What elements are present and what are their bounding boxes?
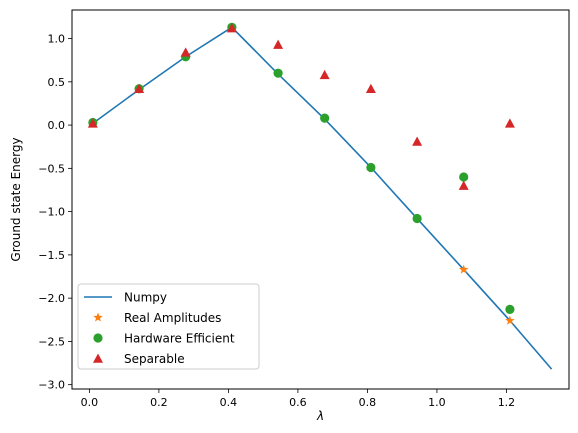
legend-label-hardware-efficient: Hardware Efficient [124, 332, 235, 346]
legend-label-real-amplitudes: Real Amplitudes [124, 311, 221, 325]
separable-point [458, 180, 469, 190]
y-tick-label: −2.0 [38, 292, 65, 305]
legend-label-numpy: Numpy [124, 291, 167, 305]
separable-point [412, 136, 423, 146]
y-tick-label: 0.5 [48, 76, 66, 89]
separable-point [273, 39, 284, 49]
y-tick-label: −1.0 [38, 206, 65, 219]
legend-swatch-separable [93, 353, 103, 363]
hardware-efficient-point [366, 162, 376, 173]
y-axis: 1.0 0.5 0.0 −0.5 −1.0 −1.5 −2.0 −2.5 −3.0 [38, 33, 72, 392]
separable-point [134, 83, 145, 93]
y-tick-label: −1.5 [38, 249, 65, 262]
legend-box [77, 283, 260, 370]
x-tick-label: 1.2 [498, 396, 516, 409]
y-tick-label: −3.0 [38, 379, 65, 392]
legend-label-separable: Separable [124, 352, 185, 366]
separable-point [87, 118, 98, 128]
hardware-efficient-point [273, 68, 283, 78]
y-tick-label: −0.5 [38, 162, 65, 175]
legend-swatch-real-amplitudes [93, 312, 103, 322]
x-tick-label: 1.0 [428, 396, 446, 409]
y-axis-label: Ground state Energy [9, 137, 23, 261]
axes-border [71, 9, 570, 390]
series-layer [87, 22, 553, 370]
real-amplitudes-point [505, 315, 515, 325]
x-axis: 0.0 0.2 0.4 0.6 0.8 1.0 1.2 [81, 389, 516, 409]
x-tick-label: 0.6 [289, 396, 307, 409]
x-tick-label: 0.8 [359, 396, 377, 409]
hardware-efficient-point [459, 172, 469, 182]
separable-point [365, 83, 376, 93]
x-tick-label: 0.2 [150, 396, 168, 409]
y-tick-label: 0.0 [48, 119, 66, 132]
y-tick-label: 1.0 [48, 33, 66, 46]
x-axis-label: λ [316, 409, 324, 423]
x-tick-label: 0.4 [220, 396, 238, 409]
separable-point [319, 69, 330, 80]
separable-point [504, 118, 515, 128]
real-amplitudes-point [458, 264, 469, 274]
x-tick-label: 0.0 [81, 396, 99, 409]
legend-swatch-hardware-efficient [93, 333, 103, 343]
hardware-efficient-point [412, 213, 422, 224]
separable-point [226, 23, 237, 33]
y-tick-label: −2.5 [38, 335, 65, 348]
hardware-efficient-point [505, 304, 515, 314]
hardware-efficient-point [320, 113, 330, 123]
separable-point [180, 47, 191, 57]
legend: Numpy Real Amplitudes Hardware Efficient Se… [77, 283, 260, 370]
